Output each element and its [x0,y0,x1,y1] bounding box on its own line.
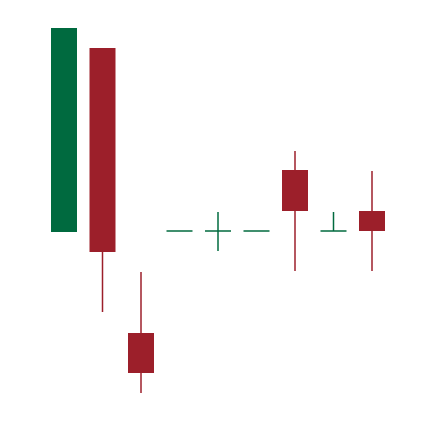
candle-0 [51,28,77,232]
candle-1 [89,48,116,312]
candle-1-body [89,48,116,252]
candle-6-body [282,170,308,211]
candle-2-body [128,333,154,373]
candle-2 [128,272,154,393]
candle-0-body [51,28,77,232]
candle-4 [205,212,231,251]
candle-7 [320,212,347,232]
candle-8 [359,171,385,271]
candles-layer [51,28,385,393]
candle-6 [282,151,308,271]
candle-8-body [359,211,385,231]
